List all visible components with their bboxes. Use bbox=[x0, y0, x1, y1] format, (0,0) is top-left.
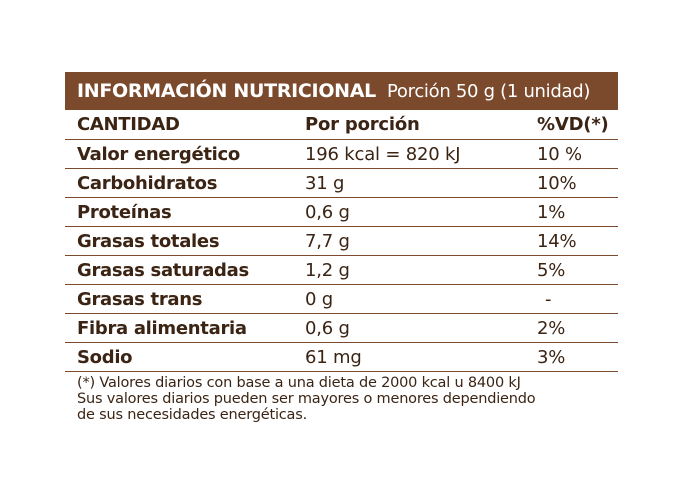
nutrient-amount: 196 kcal = 820 kJ bbox=[305, 143, 461, 165]
table-row: Grasas saturadas 1,2 g 5% bbox=[65, 256, 618, 285]
footnote-line: (*) Valores diarios con base a una dieta… bbox=[77, 375, 521, 391]
nutrient-name: Grasas trans bbox=[77, 288, 203, 310]
table-row: Fibra alimentaria 0,6 g 2% bbox=[65, 314, 618, 343]
nutrient-name: Grasas totales bbox=[77, 230, 220, 252]
nutrient-amount: 0 g bbox=[305, 288, 333, 310]
nutrient-name: Grasas saturadas bbox=[77, 259, 249, 281]
nutrient-name: Proteínas bbox=[77, 201, 172, 223]
table-row: Grasas totales 7,7 g 14% bbox=[65, 227, 618, 256]
nutrient-amount: 0,6 g bbox=[305, 317, 350, 339]
portion-size: Porción 50 g (1 unidad) bbox=[387, 80, 591, 102]
nutrient-name: Carbohidratos bbox=[77, 172, 218, 194]
nutrient-amount: 31 g bbox=[305, 172, 345, 194]
nutrient-daily-value: 2% bbox=[537, 317, 566, 339]
table-title: INFORMACIÓN NUTRICIONAL bbox=[77, 80, 376, 102]
table-row: Proteínas 0,6 g 1% bbox=[65, 198, 618, 227]
column-header-per-portion: Por porción bbox=[305, 114, 420, 135]
column-header-quantity: CANTIDAD bbox=[77, 114, 180, 135]
column-headers: CANTIDAD Por porción %VD(*) bbox=[65, 110, 618, 140]
nutrient-amount: 0,6 g bbox=[305, 201, 350, 223]
nutrient-amount: 7,7 g bbox=[305, 230, 350, 252]
nutrient-name: Sodio bbox=[77, 346, 133, 368]
nutrient-daily-value: 10% bbox=[537, 172, 577, 194]
nutrient-name: Valor energético bbox=[77, 143, 240, 165]
footnote-line: Sus valores diarios pueden ser mayores o… bbox=[77, 391, 536, 407]
nutrition-facts-table: INFORMACIÓN NUTRICIONAL Porción 50 g (1 … bbox=[65, 72, 618, 423]
table-row: Carbohidratos 31 g 10% bbox=[65, 169, 618, 198]
footnote: (*) Valores diarios con base a una dieta… bbox=[65, 372, 618, 423]
nutrient-amount: 1,2 g bbox=[305, 259, 350, 281]
nutrient-daily-value: 14% bbox=[537, 230, 577, 252]
table-row: Sodio 61 mg 3% bbox=[65, 343, 618, 372]
table-row: Grasas trans 0 g - bbox=[65, 285, 618, 314]
nutrient-daily-value: 3% bbox=[537, 346, 566, 368]
column-header-daily-value: %VD(*) bbox=[537, 114, 609, 135]
nutrition-grid: CANTIDAD Por porción %VD(*) Valor energé… bbox=[65, 110, 618, 372]
nutrient-amount: 61 mg bbox=[305, 346, 362, 368]
nutrient-name: Fibra alimentaria bbox=[77, 317, 247, 339]
nutrient-daily-value: - bbox=[545, 288, 552, 310]
table-header: INFORMACIÓN NUTRICIONAL Porción 50 g (1 … bbox=[65, 72, 618, 110]
table-row: Valor energético 196 kcal = 820 kJ 10 % bbox=[65, 140, 618, 169]
nutrient-daily-value: 5% bbox=[537, 259, 566, 281]
footnote-line: de sus necesidades energéticas. bbox=[77, 407, 308, 423]
nutrient-daily-value: 10 % bbox=[537, 143, 582, 165]
nutrient-daily-value: 1% bbox=[537, 201, 566, 223]
